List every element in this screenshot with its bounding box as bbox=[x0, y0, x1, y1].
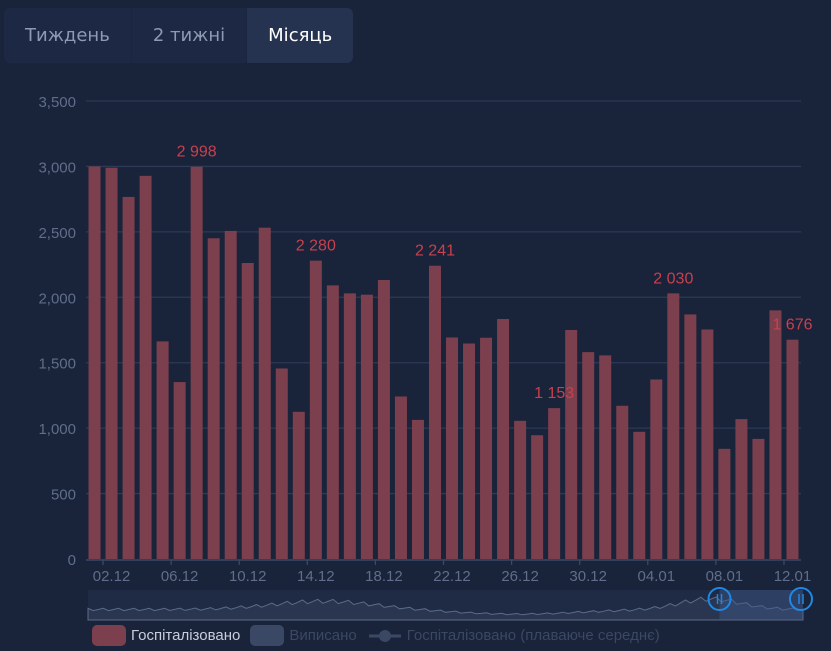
x-tick-label: 02.12 bbox=[93, 568, 131, 585]
bar bbox=[650, 379, 663, 559]
y-tick-label: 0 bbox=[68, 552, 76, 569]
x-tick-label: 30.12 bbox=[569, 568, 607, 585]
y-tick-label: 2,500 bbox=[38, 225, 76, 242]
bar bbox=[326, 285, 339, 559]
legend: Госпіталізовано Виписано Госпіталізовано… bbox=[92, 625, 670, 646]
bar bbox=[599, 355, 612, 559]
period-tabs: Тиждень 2 тижні Місяць bbox=[4, 8, 354, 63]
bar bbox=[360, 294, 373, 559]
legend-label: Госпіталізовано bbox=[131, 627, 241, 644]
y-tick-label: 1,000 bbox=[38, 421, 76, 438]
data-label: 1 153 bbox=[534, 385, 574, 402]
bar bbox=[446, 337, 459, 559]
bar bbox=[156, 341, 169, 559]
bar bbox=[207, 238, 220, 559]
x-tick-label: 08.01 bbox=[706, 568, 744, 585]
data-label: 2 280 bbox=[296, 238, 336, 255]
data-label: 2 241 bbox=[415, 243, 455, 260]
zoom-slider-window[interactable] bbox=[719, 590, 804, 620]
zoom-slider-preview bbox=[87, 596, 804, 621]
bar bbox=[88, 166, 101, 559]
zoom-handle-right-icon[interactable] bbox=[789, 587, 813, 611]
bar bbox=[105, 167, 118, 560]
data-label: 1 676 bbox=[772, 317, 812, 334]
bar bbox=[718, 448, 731, 559]
x-tick-label: 04.01 bbox=[638, 568, 676, 585]
bar bbox=[463, 343, 476, 559]
y-tick-label: 3,000 bbox=[38, 159, 76, 176]
bar bbox=[582, 352, 595, 559]
legend-item-moving-average[interactable]: Госпіталізовано (плаваюче середнє) bbox=[367, 626, 660, 646]
bar bbox=[786, 339, 799, 559]
bar bbox=[633, 431, 646, 559]
tab-week[interactable]: Тиждень bbox=[4, 8, 132, 63]
x-tick-label: 18.12 bbox=[365, 568, 403, 585]
bar bbox=[292, 411, 305, 559]
bar bbox=[173, 382, 186, 559]
data-label: 2 998 bbox=[177, 144, 217, 161]
bar bbox=[548, 408, 561, 559]
legend-label: Виписано bbox=[289, 627, 357, 644]
bar bbox=[497, 319, 510, 559]
bar bbox=[275, 368, 288, 559]
zoom-handle-left-icon[interactable] bbox=[707, 587, 732, 611]
bar bbox=[769, 310, 782, 559]
bar bbox=[565, 330, 578, 559]
bar bbox=[735, 419, 748, 559]
data-label: 2 030 bbox=[653, 270, 693, 287]
bar bbox=[139, 175, 152, 559]
y-tick-label: 3,500 bbox=[38, 94, 76, 111]
legend-item-discharged[interactable]: Виписано bbox=[250, 625, 357, 646]
bar bbox=[616, 405, 629, 559]
bar bbox=[531, 435, 544, 559]
x-tick-label: 06.12 bbox=[161, 568, 199, 585]
bar bbox=[258, 227, 271, 559]
bar bbox=[241, 263, 254, 559]
x-tick-label: 12.01 bbox=[774, 568, 812, 585]
x-tick-label: 22.12 bbox=[433, 568, 471, 585]
y-tick-label: 2,000 bbox=[38, 290, 76, 307]
y-tick-label: 1,500 bbox=[38, 356, 76, 373]
bar bbox=[377, 280, 390, 559]
bar bbox=[480, 337, 493, 559]
x-tick-label: 26.12 bbox=[501, 568, 539, 585]
x-tick-label: 14.12 bbox=[297, 568, 335, 585]
bar-swatch-icon bbox=[250, 625, 285, 646]
bar bbox=[684, 314, 697, 559]
bar bbox=[224, 230, 237, 559]
bar bbox=[667, 293, 680, 559]
tab-2-weeks[interactable]: 2 тижні bbox=[132, 8, 248, 63]
x-tick-label: 10.12 bbox=[229, 568, 267, 585]
line-dot-icon bbox=[368, 629, 401, 642]
y-tick-label: 500 bbox=[51, 487, 76, 504]
bar bbox=[343, 293, 356, 559]
legend-item-hospitalized[interactable]: Госпіталізовано bbox=[92, 625, 240, 646]
bar bbox=[411, 419, 424, 559]
bar bbox=[309, 260, 322, 559]
bar bbox=[701, 329, 714, 559]
bar bbox=[122, 196, 135, 560]
legend-label: Госпіталізовано (плаваюче середнє) bbox=[406, 627, 660, 644]
bar bbox=[190, 166, 203, 559]
bar bbox=[428, 265, 441, 559]
bar bbox=[514, 420, 527, 559]
bar bbox=[752, 438, 765, 559]
bar-swatch-icon bbox=[92, 625, 126, 646]
tab-month[interactable]: Місяць bbox=[247, 8, 354, 63]
bar bbox=[394, 396, 407, 559]
